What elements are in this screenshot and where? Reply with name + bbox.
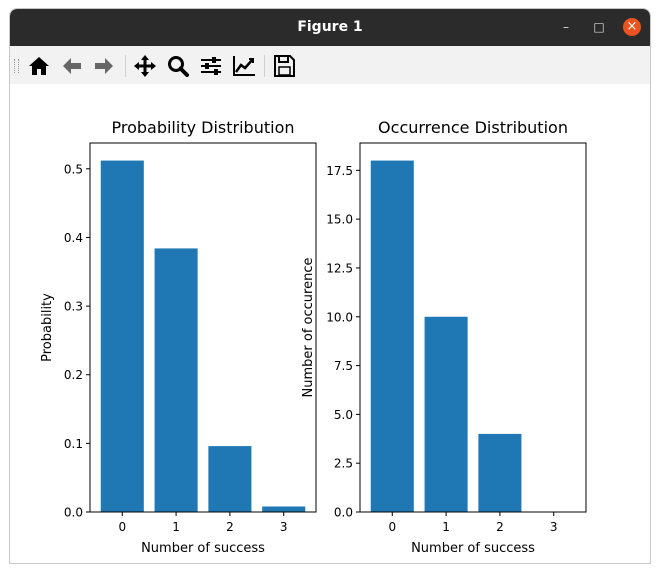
back-arrow-icon[interactable] [59,53,85,79]
bar-1 [154,248,198,512]
bar-0 [100,160,144,513]
bar-1 [424,316,468,512]
x-tick-label: 2 [226,520,234,534]
y-tick-label: 0.0 [334,506,353,520]
x-tick-label: 1 [172,520,180,534]
figure-window: Figure 1 – □ × [9,8,651,564]
toolbar-separator [125,55,126,77]
edit-axis-icon[interactable] [231,53,257,79]
x-tick-label: 0 [118,520,126,534]
save-icon[interactable] [271,53,297,79]
y-tick-label: 7.5 [334,359,353,373]
x-tick-label: 3 [550,520,558,534]
minimize-icon[interactable]: – [563,20,569,34]
y-tick-label: 10.0 [326,310,353,324]
y-axis-label: Number of occurence [301,258,316,398]
zoom-icon[interactable] [165,53,191,79]
x-axis-label: Number of success [411,541,535,556]
navigation-toolbar [10,46,650,85]
y-tick-label: 5.0 [334,408,353,422]
x-tick-label: 1 [442,520,450,534]
y-tick-label: 15.0 [326,213,353,227]
x-tick-label: 0 [388,520,396,534]
y-tick-label: 0.3 [64,300,83,314]
y-tick-label: 0.1 [64,437,83,451]
close-icon[interactable]: × [623,18,641,36]
x-tick-label: 2 [496,520,504,534]
y-tick-label: 0.4 [64,231,83,245]
charts-svg: 0 1 2 3 0.0 0.1 0.2 0.3 0.4 0.5 Probability Distri… [40,118,587,556]
bar-3 [262,506,306,512]
y-tick-label: 2.5 [334,457,353,471]
y-tick-label: 17.5 [326,164,353,178]
chart-title: Probability Distribution [111,118,294,137]
y-tick-label: 12.5 [326,261,353,275]
axes-frame [89,142,317,513]
forward-arrow-icon[interactable] [91,53,117,79]
bar-2 [208,446,252,512]
x-axis-label: Number of success [141,541,265,556]
toolbar-separator [264,55,265,77]
maximize-icon[interactable]: □ [593,20,605,34]
configure-subplots-icon[interactable] [198,53,224,79]
title-bar[interactable]: Figure 1 – □ × [10,9,650,46]
y-axis-label: Probability [40,293,55,362]
pan-icon[interactable] [132,53,158,79]
bar-0 [370,160,414,513]
y-tick-label: 0.0 [64,506,83,520]
y-tick-label: 0.2 [64,368,83,382]
window-title: Figure 1 [297,19,363,35]
bar-2 [478,433,522,512]
chart-title: Occurrence Distribution [378,118,568,137]
y-tick-label: 0.5 [64,162,83,176]
toolbar-grip-icon[interactable] [14,59,19,73]
home-icon[interactable] [26,53,52,79]
axes-frame [359,142,587,513]
figure-canvas[interactable]: 0 1 2 3 0.0 0.1 0.2 0.3 0.4 0.5 Probability Distri… [10,84,650,563]
x-tick-label: 3 [280,520,288,534]
